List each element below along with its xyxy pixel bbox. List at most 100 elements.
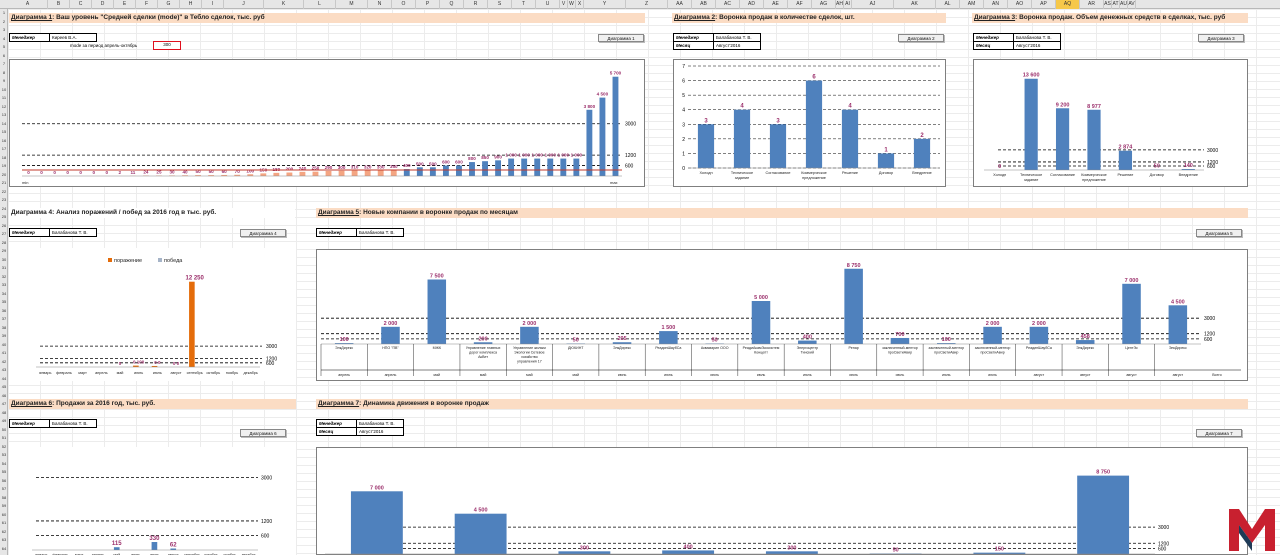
row-header-59[interactable]: 59: [1, 503, 7, 508]
column-header-AM[interactable]: AM: [960, 0, 984, 9]
column-header-Q[interactable]: Q: [440, 0, 464, 9]
row-header-34[interactable]: 34: [1, 290, 7, 296]
column-header-B[interactable]: B: [48, 0, 70, 9]
row-header-11[interactable]: 11: [1, 95, 7, 100]
row-header-51[interactable]: 51: [1, 435, 7, 440]
column-header-V[interactable]: V: [560, 0, 568, 9]
column-header-AV[interactable]: AV: [1128, 0, 1136, 9]
column-header-E[interactable]: E: [114, 0, 136, 9]
column-header-AJ[interactable]: AJ: [852, 0, 894, 9]
column-header-A[interactable]: A: [8, 0, 48, 9]
d5-button[interactable]: Диаграмма 5: [1196, 229, 1242, 237]
column-header-AE[interactable]: AE: [764, 0, 788, 9]
column-header-X[interactable]: X: [576, 0, 584, 9]
row-header-9[interactable]: 9: [2, 78, 6, 83]
row-header-31[interactable]: 31: [1, 265, 7, 270]
row-header-45[interactable]: 45: [1, 384, 7, 389]
row-header-63[interactable]: 63: [1, 537, 7, 542]
row-header-18[interactable]: 18: [1, 154, 7, 160]
row-header-40[interactable]: 40: [1, 341, 7, 347]
row-header-62[interactable]: 62: [1, 528, 7, 534]
row-header-12[interactable]: 12: [1, 103, 7, 109]
row-header-22[interactable]: 22: [1, 188, 7, 194]
row-header-36[interactable]: 36: [1, 307, 7, 313]
column-header-AA[interactable]: AA: [668, 0, 692, 9]
row-header-58[interactable]: 58: [1, 494, 7, 500]
row-header-41[interactable]: 41: [1, 350, 7, 355]
row-header-43[interactable]: 43: [1, 367, 7, 372]
column-header-AF[interactable]: AF: [788, 0, 812, 9]
row-header-3[interactable]: 3: [2, 27, 6, 32]
row-header-33[interactable]: 33: [1, 282, 7, 287]
column-header-AP[interactable]: AP: [1032, 0, 1056, 9]
row-header-64[interactable]: 64: [1, 545, 7, 551]
row-header-54[interactable]: 54: [1, 460, 7, 466]
d1-mode-value[interactable]: 300: [153, 41, 181, 50]
column-header-K[interactable]: K: [264, 0, 304, 9]
row-header-60[interactable]: 60: [1, 511, 7, 517]
row-header-19[interactable]: 19: [1, 163, 7, 168]
column-header-AH[interactable]: AH: [836, 0, 844, 9]
row-header-13[interactable]: 13: [1, 112, 7, 117]
column-header-T[interactable]: T: [512, 0, 536, 9]
column-header-AD[interactable]: AD: [740, 0, 764, 9]
column-header-AT[interactable]: AT: [1112, 0, 1120, 9]
row-header-21[interactable]: 21: [1, 180, 7, 185]
column-header-M[interactable]: M: [336, 0, 368, 9]
column-header-N[interactable]: N: [368, 0, 392, 9]
column-header-Y[interactable]: Y: [584, 0, 626, 9]
column-header-S[interactable]: S: [488, 0, 512, 9]
row-header-49[interactable]: 49: [1, 418, 7, 423]
row-header-47[interactable]: 47: [1, 401, 7, 406]
column-header-AO[interactable]: AO: [1008, 0, 1032, 9]
column-header-R[interactable]: R: [464, 0, 488, 9]
row-header-15[interactable]: 15: [1, 129, 7, 134]
d7-button[interactable]: Диаграмма 7: [1196, 429, 1242, 437]
d2-button[interactable]: Диаграмма 2: [898, 34, 944, 42]
row-header-50[interactable]: 50: [1, 426, 7, 432]
row-header-6[interactable]: 6: [2, 52, 6, 58]
row-header-32[interactable]: 32: [1, 273, 7, 279]
row-header-bar[interactable]: 1 2 3 4 5 6 7 8 9 10 11 12 13 14 15 16 17 18 19 20 21 22 23 24 2…: [0, 9, 8, 555]
column-header-F[interactable]: F: [136, 0, 158, 9]
row-header-52[interactable]: 52: [1, 443, 7, 449]
row-header-35[interactable]: 35: [1, 299, 7, 304]
row-header-17[interactable]: 17: [1, 146, 7, 151]
row-header-24[interactable]: 24: [1, 205, 7, 211]
row-header-5[interactable]: 5: [2, 44, 6, 49]
row-header-30[interactable]: 30: [1, 256, 7, 262]
row-header-56[interactable]: 56: [1, 477, 7, 483]
column-header-C[interactable]: C: [70, 0, 92, 9]
row-header-4[interactable]: 4: [2, 35, 6, 41]
row-header-48[interactable]: 48: [1, 409, 7, 415]
column-header-AK[interactable]: AK: [894, 0, 936, 9]
row-header-55[interactable]: 55: [1, 469, 7, 474]
d6-button[interactable]: Диаграмма 6: [240, 429, 286, 437]
column-header-Z[interactable]: Z: [626, 0, 668, 9]
column-header-AG[interactable]: AG: [812, 0, 836, 9]
row-header-46[interactable]: 46: [1, 392, 7, 398]
column-header-AS[interactable]: AS: [1104, 0, 1112, 9]
row-header-2[interactable]: 2: [2, 18, 6, 24]
row-header-1[interactable]: 1: [2, 10, 6, 15]
row-header-26[interactable]: 26: [1, 222, 7, 228]
column-header-AU[interactable]: AU: [1120, 0, 1128, 9]
row-header-25[interactable]: 25: [1, 214, 7, 219]
column-header-bar[interactable]: A B C D E F G H I J K L M N O P Q R S T U V W X Y Z AA AB AC AD AE AF AG…: [0, 0, 1280, 9]
row-header-37[interactable]: 37: [1, 316, 7, 321]
column-header-AL[interactable]: AL: [936, 0, 960, 9]
column-header-AR[interactable]: AR: [1080, 0, 1104, 9]
d1-button[interactable]: Диаграмма 1: [598, 34, 644, 42]
column-header-AI[interactable]: AI: [844, 0, 852, 9]
column-header-U[interactable]: U: [536, 0, 560, 9]
row-header-8[interactable]: 8: [2, 69, 6, 75]
column-header-AQ[interactable]: AQ: [1056, 0, 1080, 9]
row-header-23[interactable]: 23: [1, 197, 7, 202]
row-header-39[interactable]: 39: [1, 333, 7, 338]
row-header-27[interactable]: 27: [1, 231, 7, 236]
row-header-10[interactable]: 10: [1, 86, 7, 92]
row-header-42[interactable]: 42: [1, 358, 7, 364]
column-header-W[interactable]: W: [568, 0, 576, 9]
column-header-H[interactable]: H: [180, 0, 202, 9]
row-header-16[interactable]: 16: [1, 137, 7, 143]
